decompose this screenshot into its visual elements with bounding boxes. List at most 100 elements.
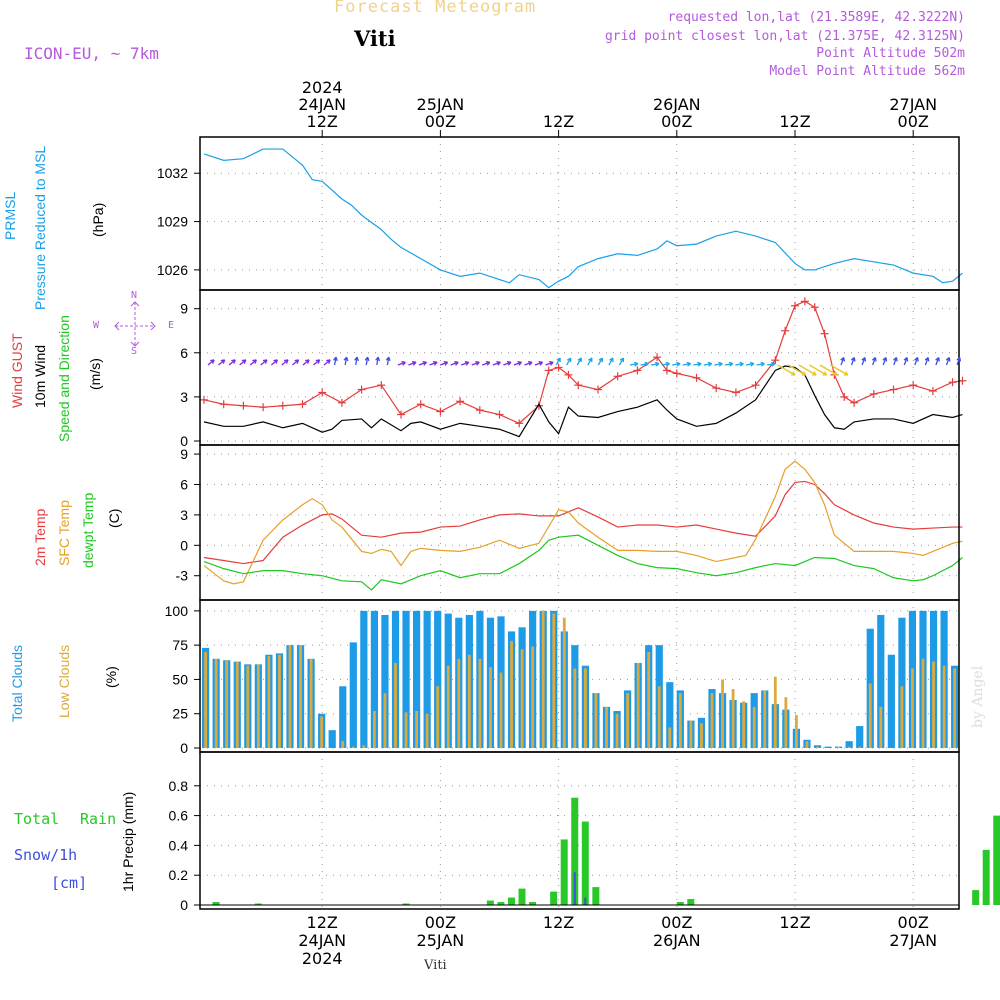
low-cloud-bar (742, 701, 746, 748)
precip-total-label: Total (14, 810, 60, 828)
low-cloud-bar (499, 672, 503, 748)
total-cloud-bar (877, 614, 885, 748)
low-cloud-bar (299, 645, 302, 748)
wind-arrow-head (750, 363, 755, 367)
wind-arrow-head (885, 357, 888, 362)
wind-arrow-head (771, 363, 776, 367)
rain-bar (581, 821, 589, 905)
pressure-frame (199, 136, 960, 291)
location-name: Viti (354, 26, 396, 51)
top-time-label: 00Z (661, 112, 693, 131)
low-cloud-bar (837, 746, 840, 748)
low-cloud-bar (784, 697, 788, 748)
rain-bar (993, 815, 1000, 905)
low-cloud-bar (467, 654, 471, 748)
wind-arrow-head (916, 357, 919, 362)
total-cloud-bar (666, 682, 674, 748)
low-cloud-bar (752, 706, 756, 748)
wind-arrow-head (444, 361, 449, 366)
top-time-label: 24JAN (298, 95, 347, 114)
wind-arrow-head (927, 357, 930, 362)
wind-arrow-head (307, 359, 310, 364)
wind-arrow-head (367, 356, 370, 362)
rain-bar (212, 902, 220, 905)
total-cloud-bar (898, 617, 906, 748)
top-time-label: 27JAN (889, 95, 938, 114)
temperature-ytick-label: 6 (180, 476, 188, 492)
bottom-time-label: 27JAN (889, 931, 938, 950)
wind-arrow-head (317, 359, 321, 364)
top-time-label: 00Z (897, 112, 929, 131)
precip-frame (199, 751, 960, 910)
top-time-label: 12Z (306, 112, 338, 131)
bottom-time-label: 00Z (424, 913, 457, 932)
total-cloud-bar (824, 746, 832, 748)
wind-arrow-icon (787, 364, 806, 376)
low-cloud-bar (942, 665, 946, 748)
low-cloud-bar (710, 693, 714, 748)
wind-arrow-head (476, 361, 480, 366)
low-cloud-bar (541, 610, 545, 748)
low-cloud-bar (847, 746, 851, 748)
rain-bar (592, 887, 600, 905)
wind-arrow-head (233, 359, 236, 364)
wind-arrow-head (254, 359, 257, 364)
low-cloud-bar (489, 667, 492, 748)
wind-arrow-icon (830, 364, 849, 376)
snow-bar (573, 872, 576, 905)
low-cloud-bar (879, 706, 883, 748)
low-cloud-bar (562, 617, 566, 748)
temperature-frame (199, 444, 960, 601)
wind-arrow-head (275, 359, 279, 364)
low-cloud-bar (773, 676, 777, 748)
wind-arrow-icon (777, 364, 796, 376)
rain-bar (550, 891, 558, 905)
wind-arrow-head (423, 361, 428, 366)
rain-bar (676, 902, 684, 905)
top-time-label: 00Z (424, 112, 457, 131)
precip-ytick-label: 0.4 (169, 837, 189, 853)
clouds-ytick-label: 100 (165, 603, 189, 619)
bottom-time-label: 2024 (301, 949, 343, 968)
wind-arrow-head (729, 363, 734, 367)
wind-panel: 0 3 6 9 (180, 289, 967, 449)
low-cloud-bar (425, 713, 429, 748)
low-cloud-bar (531, 646, 535, 748)
low-cloud-bar (721, 679, 724, 748)
compass-west: W (93, 320, 100, 331)
bottom-time-label: 12Z (542, 913, 575, 932)
rain-bar (518, 888, 526, 905)
wind-arrow-head (335, 356, 338, 362)
wind-arrow-head (455, 361, 459, 366)
wind-series-0 (203, 300, 963, 425)
low-cloud-bar (267, 656, 271, 748)
precip-ytick-label: 0.6 (169, 808, 189, 824)
precip-ytick-label: 0.8 (169, 778, 189, 794)
snow-bar (584, 897, 587, 905)
wind-arrow-head (959, 357, 962, 362)
temperature-ytick-label: 3 (180, 507, 188, 523)
temperature-ytick-label: 0 (180, 537, 188, 553)
compass-north: N (131, 290, 138, 301)
wind-arrow-icon (798, 364, 817, 376)
wind-arrow-head (906, 357, 909, 362)
low-cloud-bar (921, 658, 925, 748)
wind-arrow-head (507, 361, 512, 366)
pressure-ytick-label: 1032 (157, 165, 188, 181)
bottom-time-label: 12Z (306, 913, 338, 932)
wind-arrow-head (708, 363, 713, 367)
low-cloud-bar (911, 668, 914, 748)
wind-arrow-head (843, 357, 845, 362)
low-cloud-bar (636, 662, 640, 748)
rain-bar (486, 900, 494, 905)
compass-east: E (168, 320, 175, 331)
compass-arrows-icon (114, 301, 156, 347)
low-cloud-bar (520, 649, 524, 748)
point-altitude: Point Altitude 502m (816, 46, 965, 61)
total-cloud-bar (370, 610, 378, 748)
wind-arrow-head (853, 357, 856, 362)
wind-arrow-head (377, 356, 381, 362)
rain-bar (982, 849, 990, 905)
low-cloud-bar (362, 745, 366, 748)
wind-arrow-head (388, 356, 391, 362)
